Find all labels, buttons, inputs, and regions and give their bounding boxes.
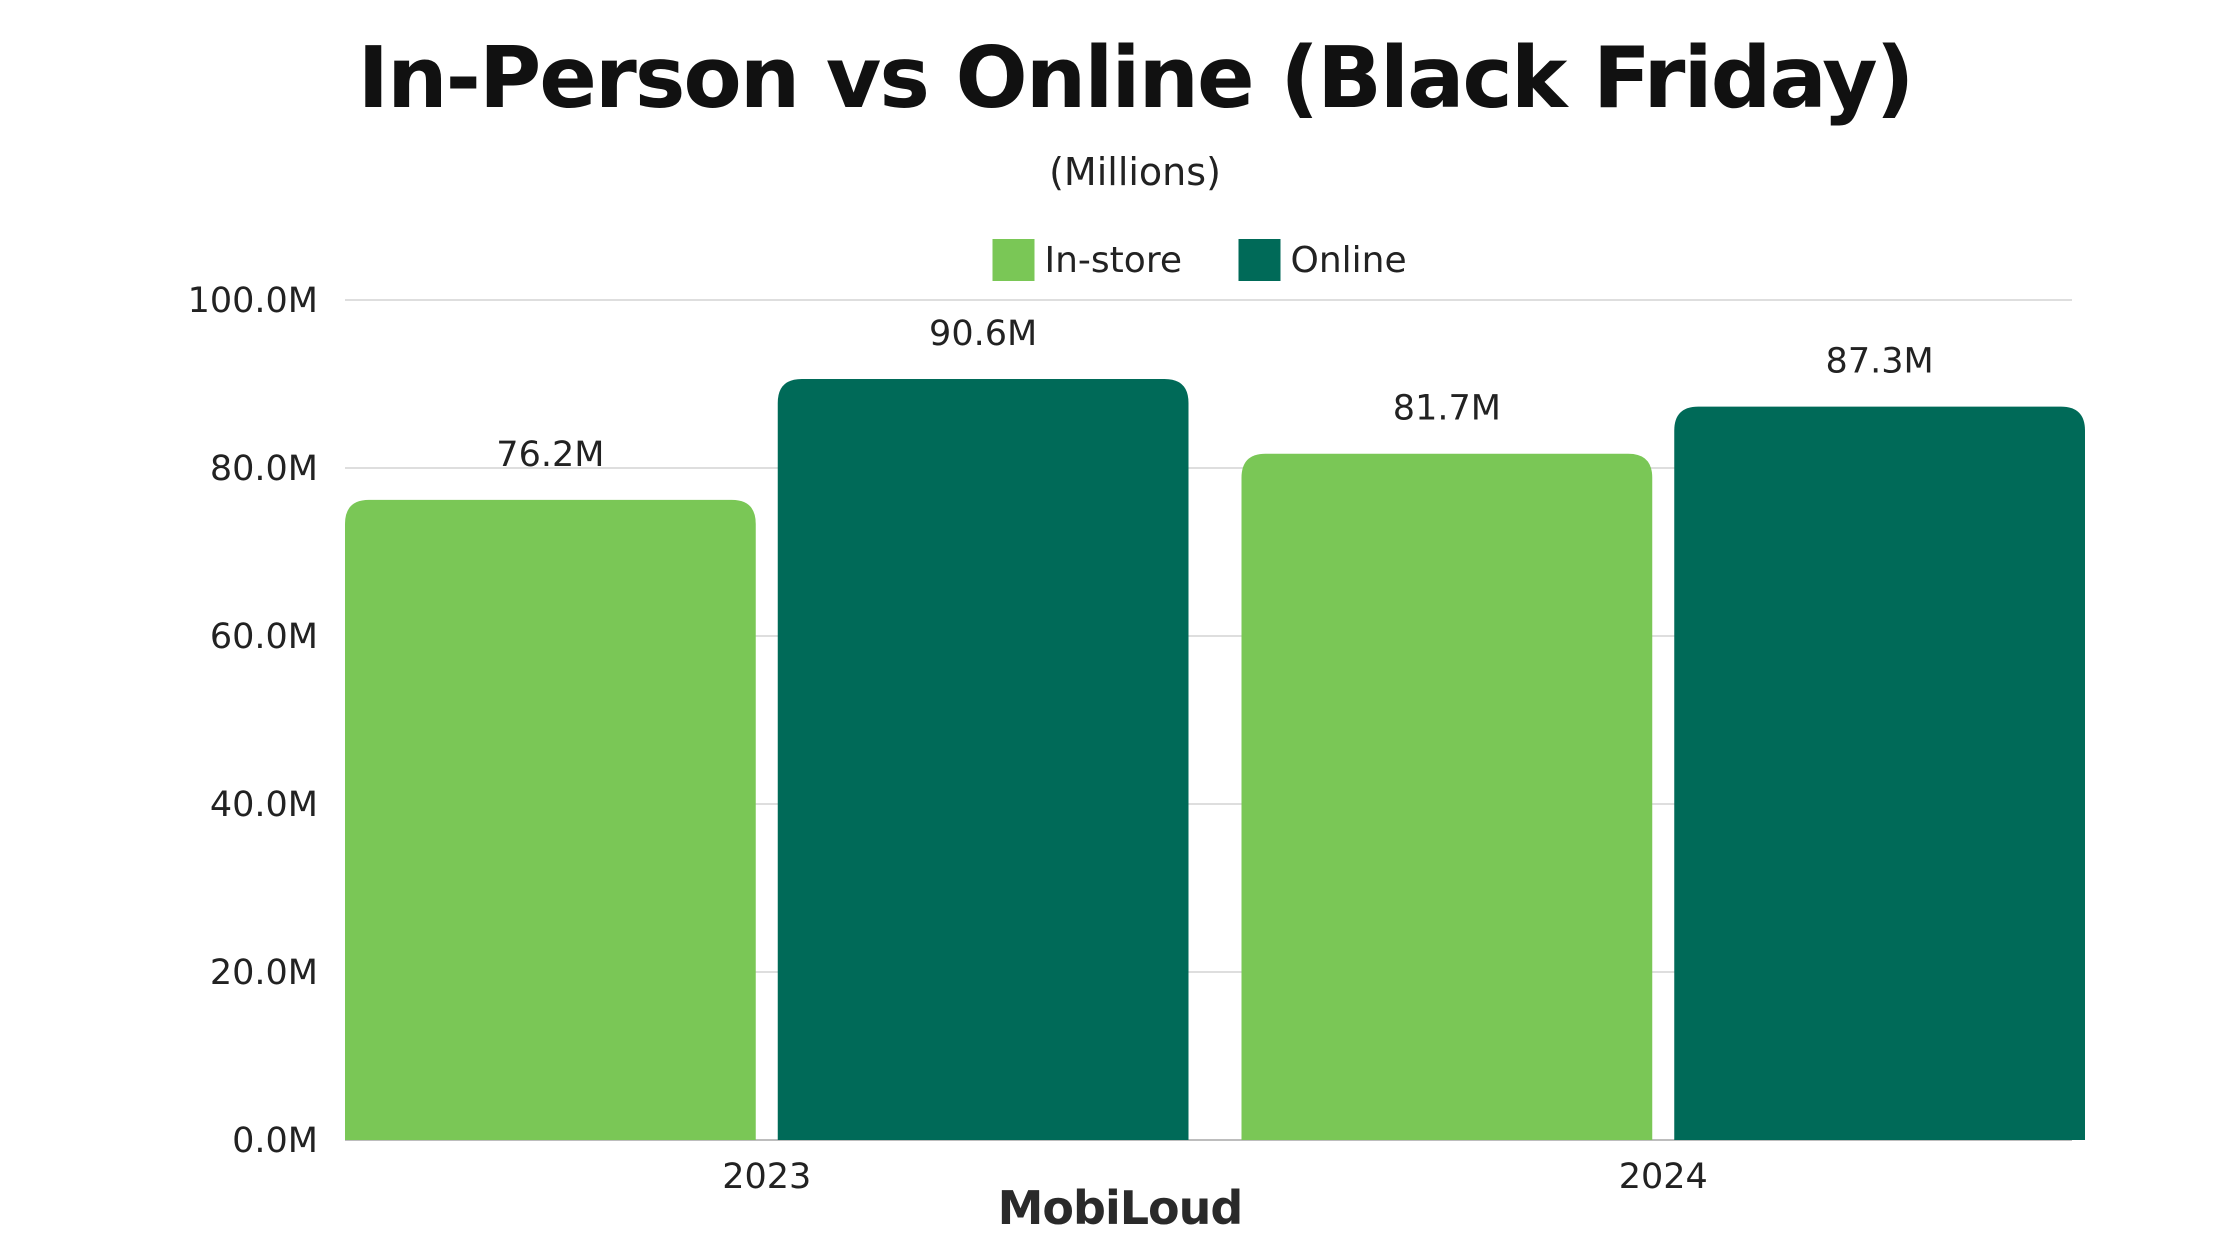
bar-in-store-2024: [1241, 453, 1653, 1141]
chart-title: In-Person vs Online (Black Friday): [358, 29, 1913, 128]
data-label: 76.2M: [496, 435, 604, 475]
legend-swatch: [992, 239, 1035, 281]
y-tick-label: 40.0M: [210, 785, 318, 825]
y-tick-label: 80.0M: [210, 449, 318, 489]
y-tick-label: 100.0M: [188, 281, 318, 321]
brand-logo: MobiLoud: [998, 1181, 1243, 1235]
y-tick-label: 60.0M: [210, 617, 318, 657]
y-tick-label: 20.0M: [210, 953, 318, 993]
bar-online-2024: [1674, 406, 2085, 1140]
bar-in-store-2023: [345, 499, 756, 1140]
chart-subtitle: (Millions): [1049, 150, 1221, 194]
legend-label: Online: [1291, 240, 1407, 281]
y-tick-label: 0.0M: [232, 1121, 318, 1161]
x-axis: 2023 2024: [722, 1157, 1708, 1197]
data-label: 90.6M: [929, 314, 1037, 354]
data-label: 81.7M: [1393, 389, 1501, 429]
data-label: 87.3M: [1826, 342, 1934, 382]
legend: In-store Online: [992, 239, 1407, 281]
x-tick-label: 2024: [1619, 1157, 1708, 1197]
y-axis: 0.0M 20.0M 40.0M 60.0M 80.0M 100.0M: [188, 281, 318, 1161]
x-tick-label: 2023: [722, 1157, 811, 1197]
legend-swatch: [1238, 239, 1281, 281]
bars: [345, 378, 2085, 1141]
bar-online-2023: [777, 378, 1189, 1141]
legend-label: In-store: [1045, 240, 1182, 281]
data-labels: 76.2M 90.6M 81.7M 87.3M: [496, 314, 1933, 475]
